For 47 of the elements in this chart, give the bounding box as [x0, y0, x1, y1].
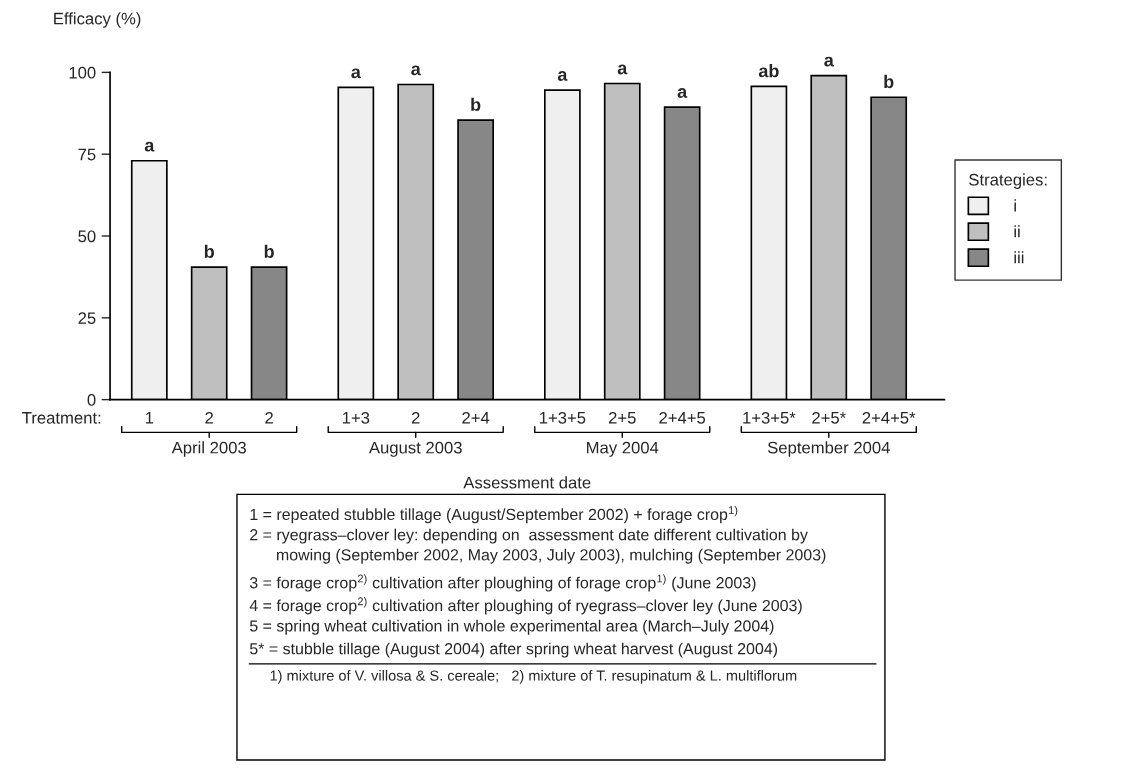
data-label: a — [144, 141, 155, 152]
text: 2+5 — [608, 411, 636, 424]
data-label: a — [677, 88, 688, 98]
data-label: a — [351, 68, 361, 79]
x-tick-label: September 2004 — [767, 441, 890, 457]
text: 2 — [411, 411, 420, 424]
data-label: ab — [758, 64, 779, 78]
text: 5* = stubble tillage (August 2004) after spring wheat harvest (August 2004) — [249, 642, 778, 658]
text: 2+4 — [462, 411, 490, 424]
data-label: a — [824, 56, 834, 67]
y-tick-label: 25 — [78, 312, 96, 325]
text: 5 = spring wheat cultivation in whole experimental area (March–July 2004) — [249, 619, 774, 635]
text: 1+3+5* — [743, 411, 796, 424]
text: 1 — [145, 412, 154, 424]
text: 2+5* — [812, 411, 846, 424]
x-tick-label: August 2003 — [368, 441, 462, 457]
text: 2 — [205, 411, 213, 424]
legend-title: Strategies: — [969, 173, 1047, 189]
x-axis-title: Assessment date — [463, 476, 591, 489]
x-tick-label: April 2003 — [171, 441, 246, 457]
y-tick-label: 50 — [78, 230, 96, 243]
text: 1+3 — [342, 411, 370, 424]
text: 1) mixture of V. villosa & S. cereale; 2) mixture of T. resupinatum & L. multiflorum — [270, 670, 797, 684]
legend-label: iii — [1014, 251, 1024, 264]
legend-label: ii — [1014, 225, 1020, 238]
data-label: b — [884, 74, 894, 89]
legend-label: i — [1014, 199, 1016, 212]
text: Treatment: — [22, 412, 101, 424]
data-label: b — [204, 244, 214, 258]
y-tick-label: 75 — [78, 148, 96, 161]
text: 2+4+5* — [862, 411, 916, 424]
data-label: a — [617, 64, 628, 75]
x-tick-label: May 2004 — [587, 441, 659, 457]
data-label: b — [471, 97, 481, 112]
data-label: a — [557, 71, 568, 81]
text: 2 = ryegrass–clover ley: depending on assessment date different cultivation by mowing (September 2002, May 2003, July 2003), mulching (September 2003) — [250, 528, 826, 564]
y-axis-title: Efficacy (%) — [54, 12, 141, 28]
text: 3 = forage crop$^{2)}$ cultivation after ploughing of forage crop$^{1)}$ (June 2003) — [249, 574, 756, 592]
y-tick-label: 0 — [87, 394, 96, 406]
text: 2 — [265, 411, 273, 424]
data-label: a — [411, 65, 421, 76]
text: 1 = repeated stubble tillage (August/September 2002) + forage crop$^{1)}$ — [250, 505, 738, 524]
data-label: b — [264, 244, 274, 258]
text: 1+3+5 — [539, 411, 586, 424]
text: 2+4+5 — [659, 411, 706, 424]
y-tick-label: 100 — [69, 66, 96, 79]
text: 4 = forage crop$^{2)}$ cultivation after ploughing of ryegrass–clover ley (June 2003) — [249, 597, 802, 615]
